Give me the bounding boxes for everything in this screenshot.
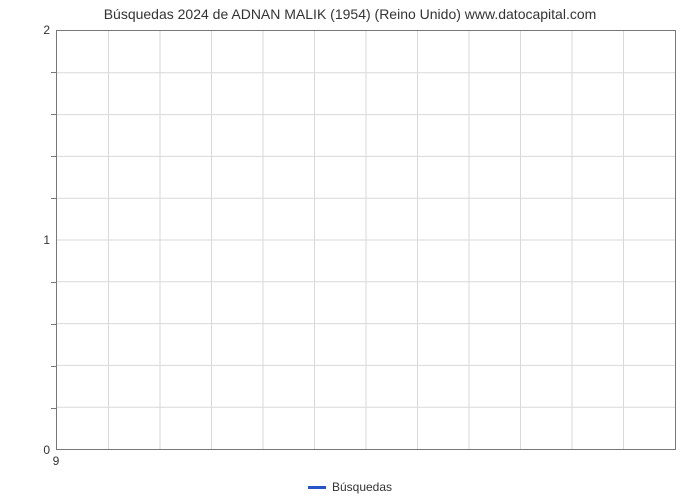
x-tick-label: 9 <box>53 454 60 468</box>
y-minor-tick <box>51 156 56 157</box>
y-minor-tick <box>51 282 56 283</box>
y-tick-label: 1 <box>10 233 50 247</box>
legend-swatch <box>308 486 326 489</box>
y-tick-label: 0 <box>10 443 50 457</box>
y-minor-tick <box>51 72 56 73</box>
legend-label: Búsquedas <box>332 480 392 494</box>
legend: Búsquedas <box>0 480 700 494</box>
plot-area <box>56 30 676 450</box>
y-tick-label: 2 <box>10 23 50 37</box>
y-minor-tick <box>51 408 56 409</box>
y-minor-tick <box>51 198 56 199</box>
grid-svg <box>57 31 675 449</box>
chart-container: Búsquedas 2024 de ADNAN MALIK (1954) (Re… <box>0 0 700 500</box>
chart-title: Búsquedas 2024 de ADNAN MALIK (1954) (Re… <box>0 6 700 22</box>
y-minor-tick <box>51 366 56 367</box>
y-minor-tick <box>51 114 56 115</box>
y-minor-tick <box>51 324 56 325</box>
